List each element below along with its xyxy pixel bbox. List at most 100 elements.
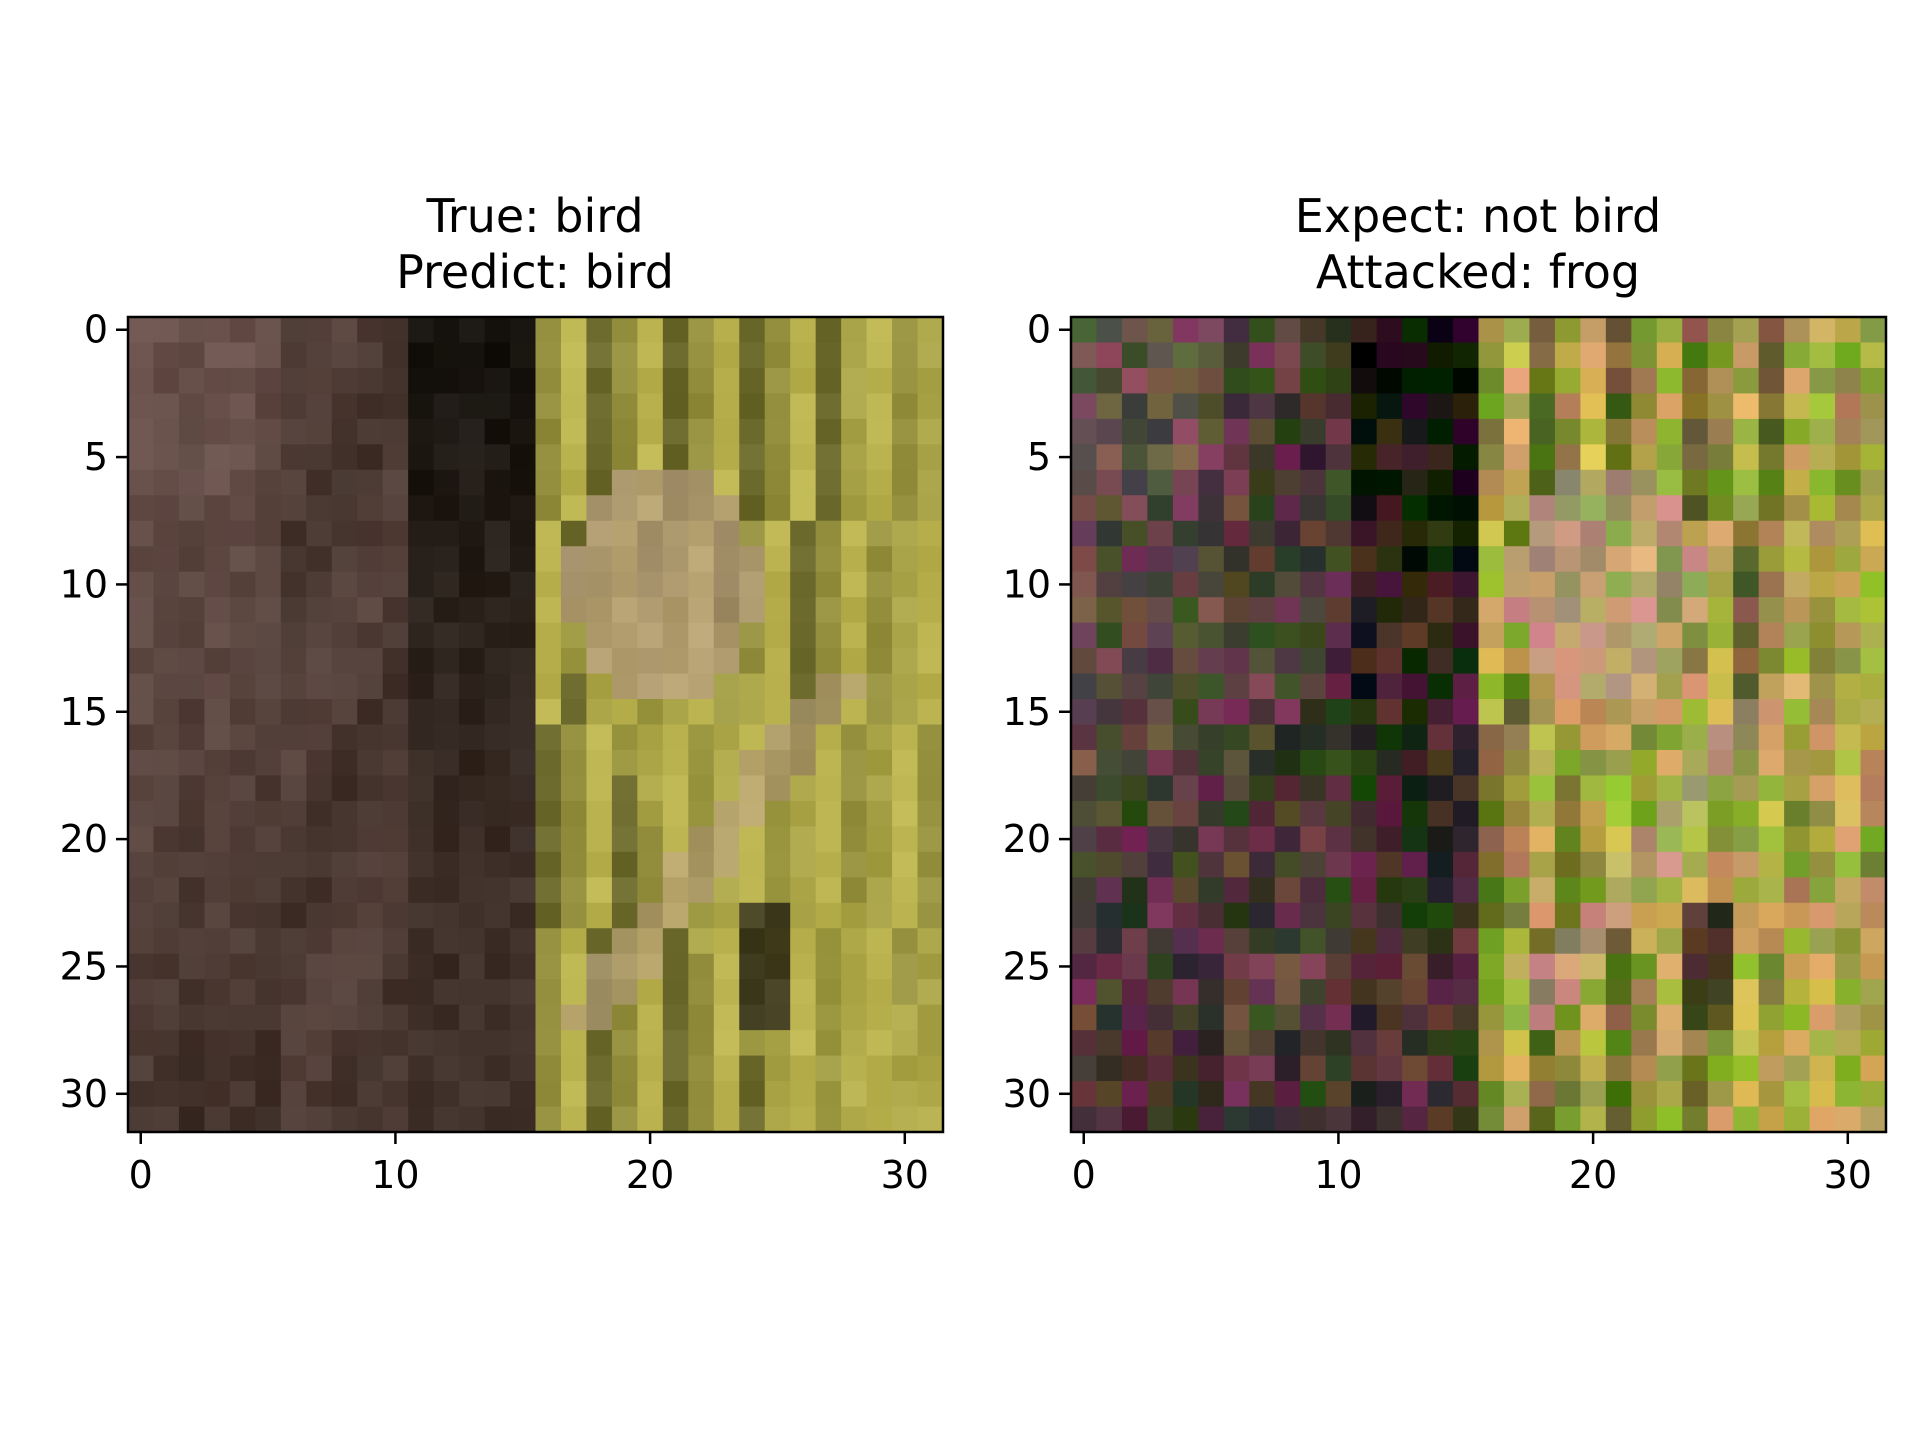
pixel-cell <box>892 469 919 496</box>
pixel-cell <box>560 724 588 751</box>
pixel-cell <box>1529 342 1556 369</box>
pixel-cell <box>433 775 460 802</box>
x-axis: 0 10 20 30 <box>129 1132 929 1197</box>
pixel-cell <box>917 775 944 802</box>
pixel-cell <box>1554 1004 1581 1031</box>
pixel-cell <box>739 597 766 624</box>
pixel-cell <box>1351 1030 1378 1057</box>
pixel-cell <box>153 1030 180 1057</box>
pixel-cell <box>1758 1081 1785 1108</box>
pixel-cell <box>1529 1055 1556 1082</box>
pixel-cell <box>1682 775 1709 802</box>
pixel-cell <box>1147 699 1174 726</box>
pixel-cell <box>382 469 409 496</box>
pixel-cell <box>204 317 231 344</box>
pixel-cell <box>841 342 868 369</box>
pixel-cell <box>611 724 638 751</box>
pixel-cell <box>331 826 358 853</box>
pixel-cell <box>1758 546 1785 573</box>
pixel-cell <box>1198 928 1225 955</box>
pixel-cell <box>713 902 740 929</box>
pixel-cell <box>611 699 638 726</box>
pixel-cell <box>1503 979 1531 1006</box>
pixel-cell <box>535 469 562 496</box>
pixel-cell <box>1784 546 1811 573</box>
pixel-cell <box>739 953 766 980</box>
pixel-cell <box>1809 393 1836 420</box>
pixel-cell <box>1071 469 1098 496</box>
pixel-cell <box>1172 673 1199 700</box>
pixel-cell <box>1172 469 1199 496</box>
pixel-cell <box>408 851 435 878</box>
pixel-cell <box>1249 953 1276 980</box>
pixel-cell <box>1376 520 1403 547</box>
pixel-cell <box>1325 749 1352 777</box>
pixel-cell <box>1147 775 1174 802</box>
pixel-cell <box>357 367 384 395</box>
pixel-cell <box>331 1004 358 1031</box>
pixel-cell <box>484 571 511 598</box>
pixel-cell <box>1300 1106 1327 1133</box>
pixel-cell <box>357 851 384 878</box>
pixel-cell <box>1835 673 1862 700</box>
pixel-cell <box>611 1081 638 1108</box>
pixel-cell <box>1529 877 1556 904</box>
pixel-cell <box>229 571 256 598</box>
pixel-cell <box>1325 775 1352 802</box>
pixel-cell <box>1580 928 1607 955</box>
pixel-cell <box>510 622 537 649</box>
pixel-cell <box>764 1106 791 1133</box>
pixel-cell <box>841 495 868 522</box>
pixel-cell <box>1478 699 1505 726</box>
pixel-cell <box>1784 469 1811 496</box>
pixel-cell <box>535 342 562 369</box>
pixel-cell <box>1784 928 1811 955</box>
pixel-cell <box>1682 1081 1709 1108</box>
pixel-cell <box>1656 1004 1683 1031</box>
pixel-cell <box>1478 495 1505 522</box>
pixel-cell <box>637 622 664 649</box>
pixel-cell <box>1733 317 1760 344</box>
pixel-cell <box>662 495 689 522</box>
pixel-cell <box>815 1030 842 1057</box>
pixel-cell <box>459 317 486 344</box>
pixel-cell <box>1529 495 1556 522</box>
pixel-cell <box>1071 520 1098 547</box>
pixel-cell <box>357 317 384 344</box>
pixel-cell <box>1096 928 1123 955</box>
pixel-cell <box>560 800 588 827</box>
pixel-cell <box>178 393 206 420</box>
pixel-cell <box>1249 1055 1276 1082</box>
pixel-cell <box>1707 342 1734 369</box>
pixel-cell <box>382 851 409 878</box>
pixel-cell <box>1758 317 1785 344</box>
pixel-cell <box>1656 800 1683 827</box>
pixel-cell <box>1147 317 1174 344</box>
pixel-cell <box>560 953 588 980</box>
pixel-cell <box>178 928 206 955</box>
pixel-cell <box>357 699 384 726</box>
pixel-cell <box>611 469 638 496</box>
pixel-cell <box>1274 1106 1301 1133</box>
pixel-cell <box>1707 648 1734 675</box>
pixel-cell <box>459 1055 486 1082</box>
pixel-cell <box>153 597 180 624</box>
pixel-cell <box>917 851 944 878</box>
pixel-cell <box>688 597 715 624</box>
pixel-cell <box>1580 1106 1607 1133</box>
pixel-cell <box>510 979 537 1006</box>
y-tick-label: 25 <box>60 944 108 988</box>
pixel-cell <box>1147 1081 1174 1108</box>
pixel-cell <box>1529 367 1556 395</box>
pixel-cell <box>408 648 435 675</box>
pixel-cell <box>204 520 231 547</box>
pixel-cell <box>1325 469 1352 496</box>
pixel-cell <box>510 699 537 726</box>
pixel-cell <box>1376 1004 1403 1031</box>
pixel-cell <box>1707 749 1734 777</box>
pixel-cell <box>790 775 817 802</box>
pixel-cell <box>535 546 562 573</box>
pixel-cell <box>1809 699 1836 726</box>
pixel-cell <box>790 469 817 496</box>
pixel-cell <box>1503 1106 1531 1133</box>
